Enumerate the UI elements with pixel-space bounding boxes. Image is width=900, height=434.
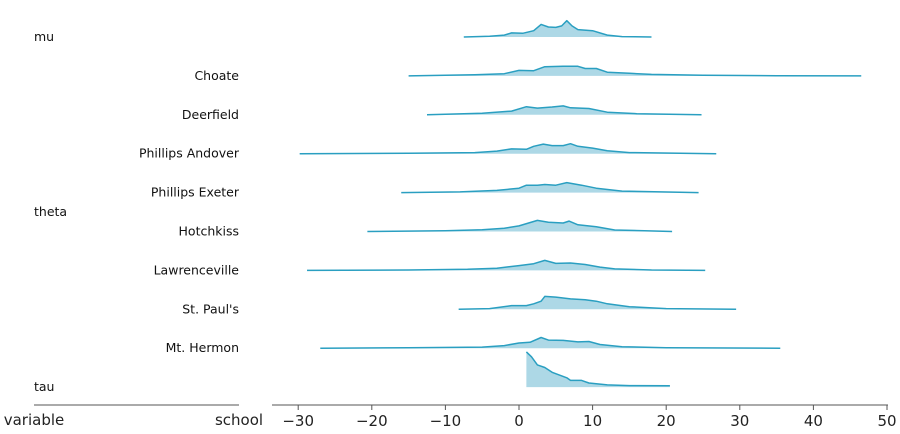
- ridges: [299, 19, 862, 388]
- ridge-line: [307, 259, 706, 272]
- left-axis-label-school: school: [215, 411, 263, 429]
- x-tick-label: −10: [430, 412, 462, 430]
- ridge-fill: [401, 182, 699, 193]
- ridge-fill: [463, 20, 652, 37]
- x-tick-label: 10: [583, 412, 602, 430]
- x-tick-label: 0: [514, 412, 524, 430]
- group-label: theta: [34, 204, 67, 219]
- x-tick-label: 20: [657, 412, 676, 430]
- ridge-fill: [408, 66, 862, 76]
- x-tick-label: −30: [282, 412, 314, 430]
- left-axis-label-variable: variable: [4, 411, 65, 429]
- x-tick-label: −20: [356, 412, 388, 430]
- school-label: Choate: [194, 68, 239, 83]
- ridge-line: [299, 142, 717, 155]
- ridge-fill: [526, 351, 670, 388]
- x-tick-label: 30: [730, 412, 749, 430]
- ridge-fill: [307, 260, 706, 271]
- group-label: mu: [34, 29, 54, 44]
- x-tick-label: 40: [804, 412, 823, 430]
- ridge-line: [367, 219, 673, 233]
- ridge-line: [408, 65, 862, 77]
- group-label: tau: [34, 379, 54, 394]
- ridge-line: [458, 295, 737, 311]
- school-label: Mt. Hermon: [166, 340, 239, 355]
- school-label: Hotchkiss: [179, 224, 239, 239]
- ridge-line: [401, 181, 699, 194]
- ridge-fill: [458, 296, 737, 310]
- school-label: Deerfield: [182, 107, 239, 122]
- row-labels: mu theta tau Choate Deerfield Phillips Andove…: [34, 29, 240, 394]
- school-label: Lawrenceville: [154, 262, 240, 277]
- ridge-line: [525, 351, 670, 387]
- ridge-line: [320, 336, 781, 349]
- school-label: Phillips Andover: [139, 146, 240, 161]
- x-tick-label: 50: [877, 412, 896, 430]
- ridge-line: [463, 19, 652, 38]
- school-label: St. Paul's: [182, 301, 239, 316]
- school-label: Phillips Exeter: [151, 185, 240, 200]
- x-axis: −30 −20 −10 0 10 20 30 40 50: [272, 404, 897, 430]
- ridge-fill: [320, 337, 781, 349]
- ridge-line: [426, 105, 702, 116]
- left-axis: variable school: [4, 404, 263, 429]
